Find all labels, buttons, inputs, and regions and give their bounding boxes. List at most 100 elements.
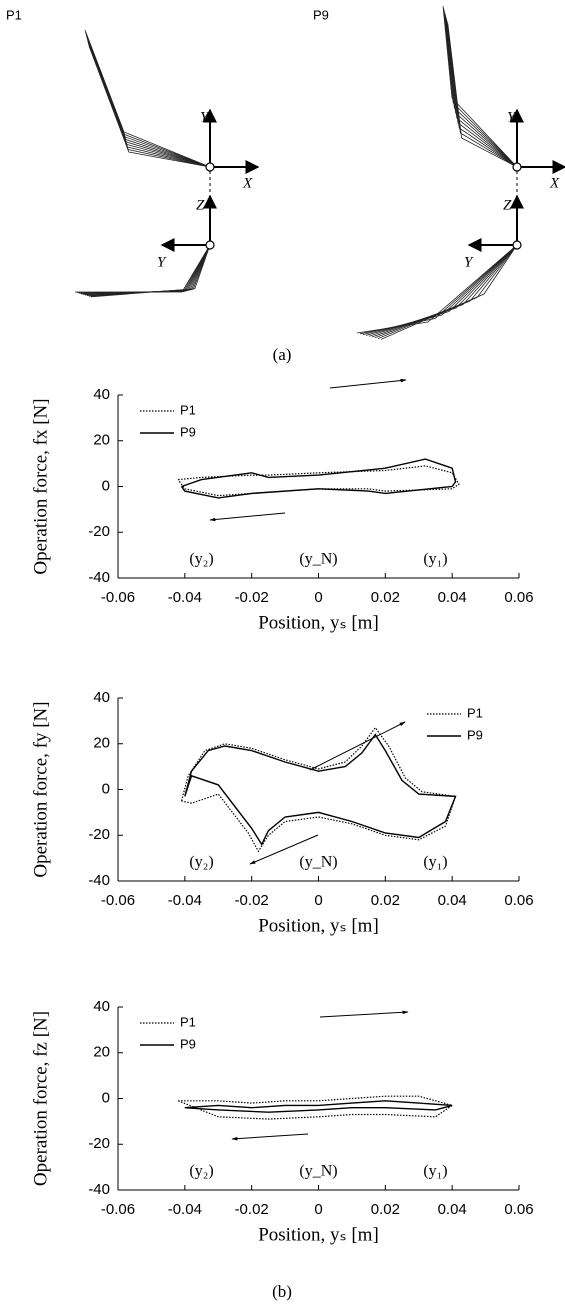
x-tick-label: -0.06 bbox=[101, 892, 135, 909]
x-tick-label: -0.04 bbox=[168, 892, 202, 909]
frame-label: Z bbox=[196, 197, 205, 213]
y-tick-label: 40 bbox=[93, 386, 110, 403]
y-tick-label: 20 bbox=[93, 1044, 110, 1061]
arm-line bbox=[86, 37, 211, 168]
y-tick-label: -40 bbox=[88, 872, 110, 889]
series-line bbox=[180, 726, 457, 853]
arm-line bbox=[446, 19, 518, 168]
arm-line bbox=[365, 244, 518, 336]
arm-line bbox=[88, 45, 211, 168]
frame-label: Y bbox=[464, 254, 474, 270]
arm-line bbox=[87, 41, 211, 168]
y-tick-label: 0 bbox=[102, 477, 110, 494]
caption: (a) bbox=[273, 345, 292, 364]
annotation: (y₁) bbox=[423, 551, 447, 568]
arm-line bbox=[371, 244, 518, 338]
y-tick-label: -20 bbox=[88, 523, 110, 540]
x-tick-label: -0.04 bbox=[168, 589, 202, 606]
frame-label: Y bbox=[507, 109, 517, 125]
x-axis-label: Position, yₛ [m] bbox=[258, 1224, 379, 1245]
arm-line bbox=[90, 244, 211, 298]
arm-line bbox=[86, 35, 211, 168]
y-tick-label: -20 bbox=[88, 826, 110, 843]
y-tick-label: 40 bbox=[93, 998, 110, 1015]
x-tick-label: -0.06 bbox=[101, 1201, 135, 1218]
x-tick-label: -0.02 bbox=[235, 892, 269, 909]
y-tick-label: 0 bbox=[102, 1089, 110, 1106]
arm-line bbox=[443, 8, 518, 168]
x-tick-label: 0 bbox=[314, 589, 322, 606]
x-tick-label: 0.06 bbox=[504, 892, 533, 909]
direction-arrow bbox=[319, 1010, 409, 1018]
arm-line bbox=[84, 244, 211, 296]
panel-label: P9 bbox=[313, 7, 329, 22]
x-tick-label: 0.06 bbox=[504, 589, 533, 606]
arm-line bbox=[442, 5, 518, 168]
x-tick-label: -0.02 bbox=[235, 1201, 269, 1218]
caption: (b) bbox=[272, 1282, 292, 1301]
arm-line bbox=[445, 14, 518, 168]
legend-label: P1 bbox=[180, 402, 196, 417]
joint bbox=[205, 162, 215, 172]
legend-label: P9 bbox=[467, 727, 483, 742]
series-line bbox=[177, 465, 460, 497]
legend-label: P9 bbox=[180, 424, 196, 439]
series-line bbox=[177, 1095, 454, 1120]
joint bbox=[512, 162, 522, 172]
y-axis-label: Operation force, fz [N] bbox=[30, 1011, 51, 1186]
x-tick-label: 0.04 bbox=[438, 1201, 467, 1218]
frame-label: X bbox=[549, 175, 560, 191]
arm-line bbox=[374, 244, 518, 339]
arm-line bbox=[362, 244, 518, 335]
arm-line bbox=[445, 16, 518, 168]
y-axis-label: Operation force, fy [N] bbox=[30, 701, 51, 877]
frame-label: X bbox=[242, 175, 253, 191]
x-tick-label: -0.02 bbox=[235, 589, 269, 606]
annotation: (y_N) bbox=[299, 1163, 337, 1180]
arm-line bbox=[446, 21, 518, 168]
y-tick-label: -20 bbox=[88, 1135, 110, 1152]
arm-line bbox=[356, 244, 518, 334]
annotation: (y₁) bbox=[423, 1163, 447, 1180]
x-tick-label: -0.04 bbox=[168, 1201, 202, 1218]
x-tick-label: -0.06 bbox=[101, 589, 135, 606]
arm-line bbox=[87, 39, 211, 168]
annotation: (y_N) bbox=[299, 551, 337, 568]
y-axis-label: Operation force, fx [N] bbox=[30, 398, 51, 574]
frame-label: Z bbox=[503, 197, 512, 213]
joint bbox=[205, 240, 215, 250]
legend-label: P1 bbox=[180, 1014, 196, 1029]
y-tick-label: -40 bbox=[88, 1181, 110, 1198]
arm-line bbox=[443, 10, 518, 168]
arm-line bbox=[447, 23, 518, 168]
annotation: (y₁) bbox=[423, 854, 447, 871]
y-tick-label: -40 bbox=[88, 569, 110, 586]
legend-label: P9 bbox=[180, 1036, 196, 1051]
annotation: (y_N) bbox=[299, 854, 337, 871]
direction-arrow bbox=[329, 378, 407, 389]
x-tick-label: 0.02 bbox=[371, 892, 400, 909]
arm-line bbox=[380, 244, 518, 340]
x-tick-label: 0 bbox=[314, 892, 322, 909]
annotation: (y₂) bbox=[189, 1163, 213, 1180]
joint bbox=[512, 240, 522, 250]
direction-arrow bbox=[249, 834, 319, 865]
direction-arrow bbox=[209, 512, 286, 522]
arm-line bbox=[86, 244, 211, 296]
panel-label: P1 bbox=[6, 7, 22, 22]
y-tick-label: 0 bbox=[102, 780, 110, 797]
y-tick-label: 40 bbox=[93, 689, 110, 706]
arm-line bbox=[359, 244, 518, 335]
frame-label: Y bbox=[200, 109, 210, 125]
x-tick-label: 0.02 bbox=[371, 589, 400, 606]
x-tick-label: 0.02 bbox=[371, 1201, 400, 1218]
direction-arrow bbox=[309, 721, 406, 771]
series-line bbox=[184, 733, 457, 846]
y-tick-label: 20 bbox=[93, 735, 110, 752]
annotation: (y₂) bbox=[189, 854, 213, 871]
arm-line bbox=[444, 12, 518, 168]
x-tick-label: 0.04 bbox=[438, 589, 467, 606]
x-tick-label: 0.06 bbox=[504, 1201, 533, 1218]
arm-diagram-p9: Y X Z Y bbox=[356, 5, 565, 340]
